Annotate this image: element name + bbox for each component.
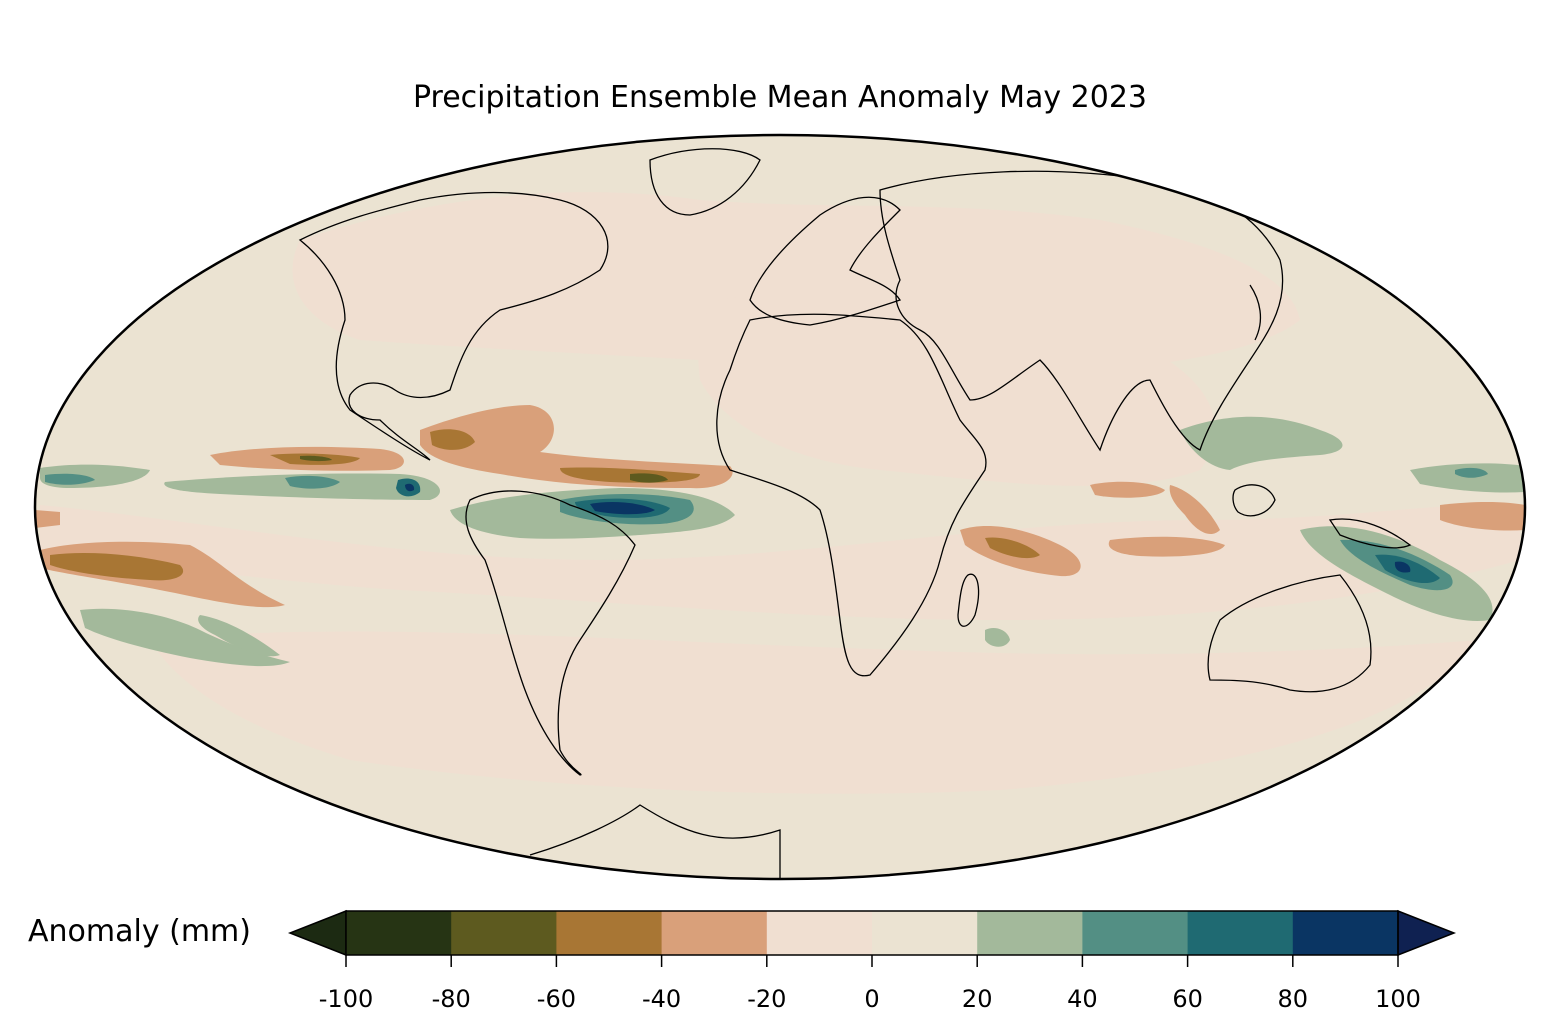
wet-band-west-pacific (1410, 463, 1525, 493)
colorbar-extend-under (287, 909, 347, 957)
colorbar-segment (1292, 911, 1399, 955)
new-guinea-outline (1328, 518, 1412, 549)
wet-band-maritime-continent (1180, 416, 1343, 470)
colorbar-segment (556, 911, 663, 955)
dry-band-indian-ocean-east (1108, 536, 1225, 557)
anomaly-patch-land (698, 291, 1216, 486)
colorbar-tick-label: -60 (537, 985, 576, 1013)
antarctica-outline (529, 804, 781, 879)
colorbar-segment (1187, 911, 1294, 955)
colorbar-tick-label: 100 (1375, 985, 1421, 1013)
colorbar-segment (661, 911, 768, 955)
colorbar-tick-label: -80 (432, 985, 471, 1013)
globe-border (33, 133, 1527, 881)
dry-band-central-indian (1090, 481, 1165, 498)
colorbar-tick-label: 0 (864, 985, 879, 1013)
colorbar-segments (287, 909, 1457, 957)
dry-band-central-america (420, 405, 733, 489)
anomaly-patch-tropics (40, 504, 1520, 620)
colorbar-tick-label: 40 (1067, 985, 1098, 1013)
very-dry-atlantic (630, 473, 668, 483)
colorbar-segment (346, 911, 452, 955)
map-title: Precipitation Ensemble Mean Anomaly May … (412, 80, 1147, 115)
wetter-band-west-pacific-edge (1455, 467, 1488, 478)
colorbar-segment (872, 911, 978, 955)
colorbar-tick-label: -20 (747, 985, 786, 1013)
colorbar-tick-label: -40 (642, 985, 681, 1013)
colorbar-segment (977, 911, 1083, 955)
wetter-band-central-pacific (285, 475, 340, 489)
africa-outline (716, 313, 987, 677)
strong-dry-caribbean (430, 429, 475, 450)
colorbar-label: Anomaly (mm) (28, 914, 251, 949)
extreme-wet-east-pacific (405, 483, 415, 492)
extreme-wet-amazon (590, 502, 655, 515)
dry-band-west-edge (35, 510, 60, 528)
anomaly-field (35, 135, 1525, 879)
coastlines (298, 148, 1412, 879)
colorbar-segment (1082, 911, 1189, 955)
dry-band-sumatra (1169, 485, 1220, 535)
extreme-wet-new-guinea (1394, 561, 1411, 573)
japan-outline (1249, 284, 1262, 341)
colorbar-ticks: -100 -80 -60 -40 -20 0 20 40 60 80 100 (319, 955, 1421, 1013)
colorbar: -100 -80 -60 -40 -20 0 20 40 60 80 100 (287, 909, 1457, 1013)
borneo-outline (1232, 484, 1276, 517)
wet-band-south-pacific-2 (198, 615, 280, 657)
very-dry-east-pacific (300, 455, 332, 462)
colorbar-extend-over (1397, 909, 1457, 957)
strong-dry-south-pacific (50, 553, 184, 581)
wetter-band-pacific-cold-tongue (45, 473, 95, 485)
world-map (33, 133, 1527, 881)
australia-outline (1207, 574, 1372, 693)
north-america-outline (298, 191, 609, 461)
anomaly-patch-south (150, 631, 1480, 794)
south-america-outline (465, 490, 636, 776)
colorbar-segment (766, 911, 873, 955)
wet-patch-madagascar (985, 628, 1010, 647)
madagascar-outline (957, 573, 980, 627)
colorbar-segment (451, 911, 557, 955)
dry-band-western-pacific (1440, 501, 1525, 531)
europe-outline (749, 196, 902, 326)
colorbar-tick-label: 80 (1278, 985, 1309, 1013)
wet-band-south-pacific-1 (80, 608, 290, 667)
strong-dry-indian (985, 537, 1040, 559)
colorbar-tick-label: 20 (962, 985, 993, 1013)
colorbar-tick-label: 60 (1172, 985, 1203, 1013)
greenland-outline (649, 148, 761, 216)
colorbar-tick-label: -100 (319, 985, 373, 1013)
